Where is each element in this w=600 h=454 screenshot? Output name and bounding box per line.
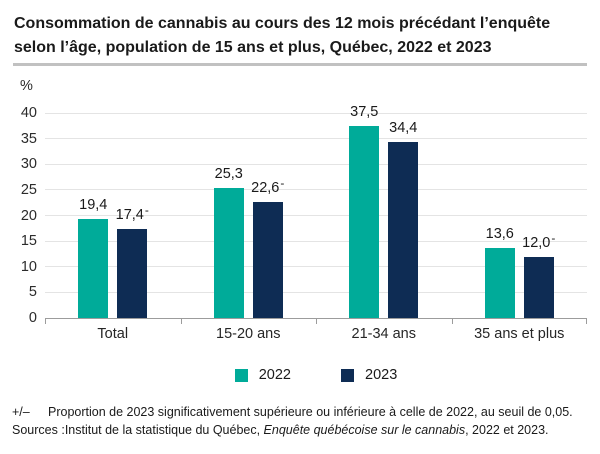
- bar-value-label-2022-0: 19,4: [79, 196, 108, 213]
- legend-item-2022: 2022: [234, 367, 291, 383]
- gridline-10: [45, 266, 587, 268]
- x-category-label-0: Total: [97, 326, 129, 342]
- bar-value-label-2022-2: 37,5: [350, 103, 379, 120]
- x-axis-tick-1: [180, 318, 182, 324]
- y-tick-label-35: 35: [20, 130, 37, 147]
- legend-label-2022: 2022: [258, 367, 291, 383]
- gridline-25: [45, 189, 587, 191]
- gridline-20: [45, 215, 587, 216]
- bar-value-label-2023-2: 34,4: [389, 119, 418, 136]
- footer: +/– Proportion de 2023 significativement …: [12, 404, 592, 439]
- sources-line: Sources :Institut de la statistique du Q…: [12, 422, 592, 440]
- bar-value-label-2023-1: 22,6-: [251, 176, 285, 197]
- y-tick-label-5: 5: [28, 284, 37, 301]
- bar-value-label-2023-3: 12,0-: [522, 230, 556, 251]
- x-category-label-3: 35 ans et plus: [474, 326, 565, 342]
- y-tick-label-0: 0: [28, 310, 37, 326]
- bar-2023-3: [523, 256, 554, 318]
- chart-title: Consommation de cannabis au cours des 12…: [14, 15, 551, 56]
- sources-text-italic: Enquête québécoise sur le cannabis: [263, 422, 466, 437]
- sources-label: Sources :: [12, 422, 65, 437]
- bar-2022-0: [78, 218, 109, 318]
- gridline-5: [45, 291, 587, 293]
- x-axis-tick-3: [451, 318, 453, 324]
- bar-2022-3: [484, 248, 515, 318]
- bar-value-label-2023-0: 17,4-: [115, 202, 149, 223]
- bar-value-label-2022-3: 13,6: [485, 226, 514, 243]
- gridline-30: [45, 163, 587, 165]
- legend-item-2023: 2023: [341, 367, 397, 383]
- y-tick-label-30: 30: [20, 156, 37, 173]
- legend: 2022 2023: [45, 367, 587, 383]
- x-axis-tick-0: [45, 318, 46, 324]
- legend-swatch-2023: [341, 368, 354, 382]
- y-tick-label-15: 15: [20, 233, 37, 250]
- footnote-line: +/– Proportion de 2023 significativement …: [12, 404, 592, 422]
- gridline-40: [45, 112, 587, 114]
- bar-value-label-2022-1: 25,3: [214, 166, 243, 183]
- y-tick-label-25: 25: [20, 181, 37, 198]
- y-tick-label-20: 20: [20, 207, 37, 224]
- sources-text-1: Institut de la statistique du Québec,: [64, 422, 264, 437]
- legend-label-2023: 2023: [365, 367, 398, 383]
- x-axis-tick-4: [586, 318, 587, 324]
- x-category-label-2: 21-34 ans: [351, 326, 417, 342]
- sources-text-2: , 2022 et 2023.: [465, 422, 549, 437]
- y-axis-unit-label: %: [20, 78, 33, 94]
- footnote-symbol: +/–: [12, 405, 30, 419]
- bar-2022-1: [213, 188, 244, 318]
- bar-2023-1: [252, 202, 283, 318]
- gridline-35: [45, 138, 587, 140]
- x-axis-tick-2: [316, 318, 317, 324]
- bar-2022-2: [349, 125, 380, 318]
- bar-2023-2: [388, 141, 419, 318]
- legend-swatch-2022: [234, 368, 248, 382]
- y-tick-label-40: 40: [20, 105, 37, 121]
- x-category-label-1: 15-20 ans: [216, 326, 281, 342]
- footnote-text: Proportion de 2023 significativement sup…: [48, 405, 573, 419]
- title-divider: [13, 63, 587, 66]
- plot-area: 0 5 10 15 20 25 30 35 40 19,4 17,4- 25,3 22,6- 37,5 34…: [21, 104, 587, 326]
- gridline-15: [45, 240, 587, 242]
- bar-2023-0: [117, 228, 148, 318]
- y-tick-label-10: 10: [20, 258, 37, 275]
